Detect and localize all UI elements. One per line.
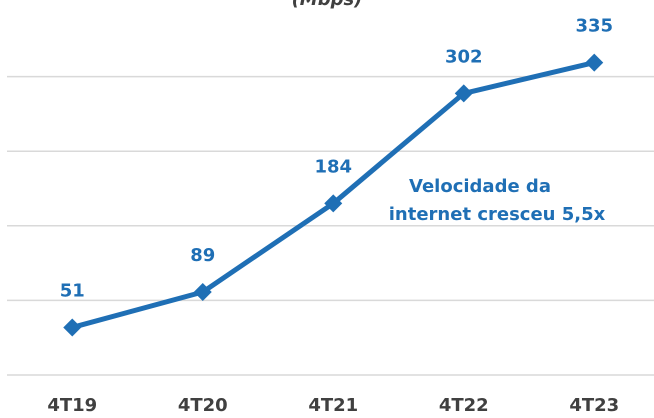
- marker: [63, 318, 82, 337]
- annotation: Velocidade da: [409, 176, 551, 197]
- marker: [193, 283, 212, 302]
- marker: [454, 84, 473, 103]
- x-tick-label: 4T21: [308, 395, 358, 416]
- x-tick-label: 4T22: [439, 395, 489, 416]
- data-label: 89: [190, 245, 215, 266]
- x-tick-label: 4T23: [569, 395, 619, 416]
- marker: [585, 53, 604, 72]
- chart-subtitle: (Mbps): [292, 0, 363, 10]
- data-label: 51: [60, 280, 85, 301]
- data-label: 335: [575, 16, 613, 37]
- marker: [324, 194, 343, 213]
- data-label: 184: [314, 156, 352, 177]
- annotation: internet cresceu 5,5x: [389, 204, 606, 225]
- data-label: 302: [445, 46, 483, 67]
- x-tick-label: 4T19: [47, 395, 97, 416]
- x-tick-label: 4T20: [178, 395, 228, 416]
